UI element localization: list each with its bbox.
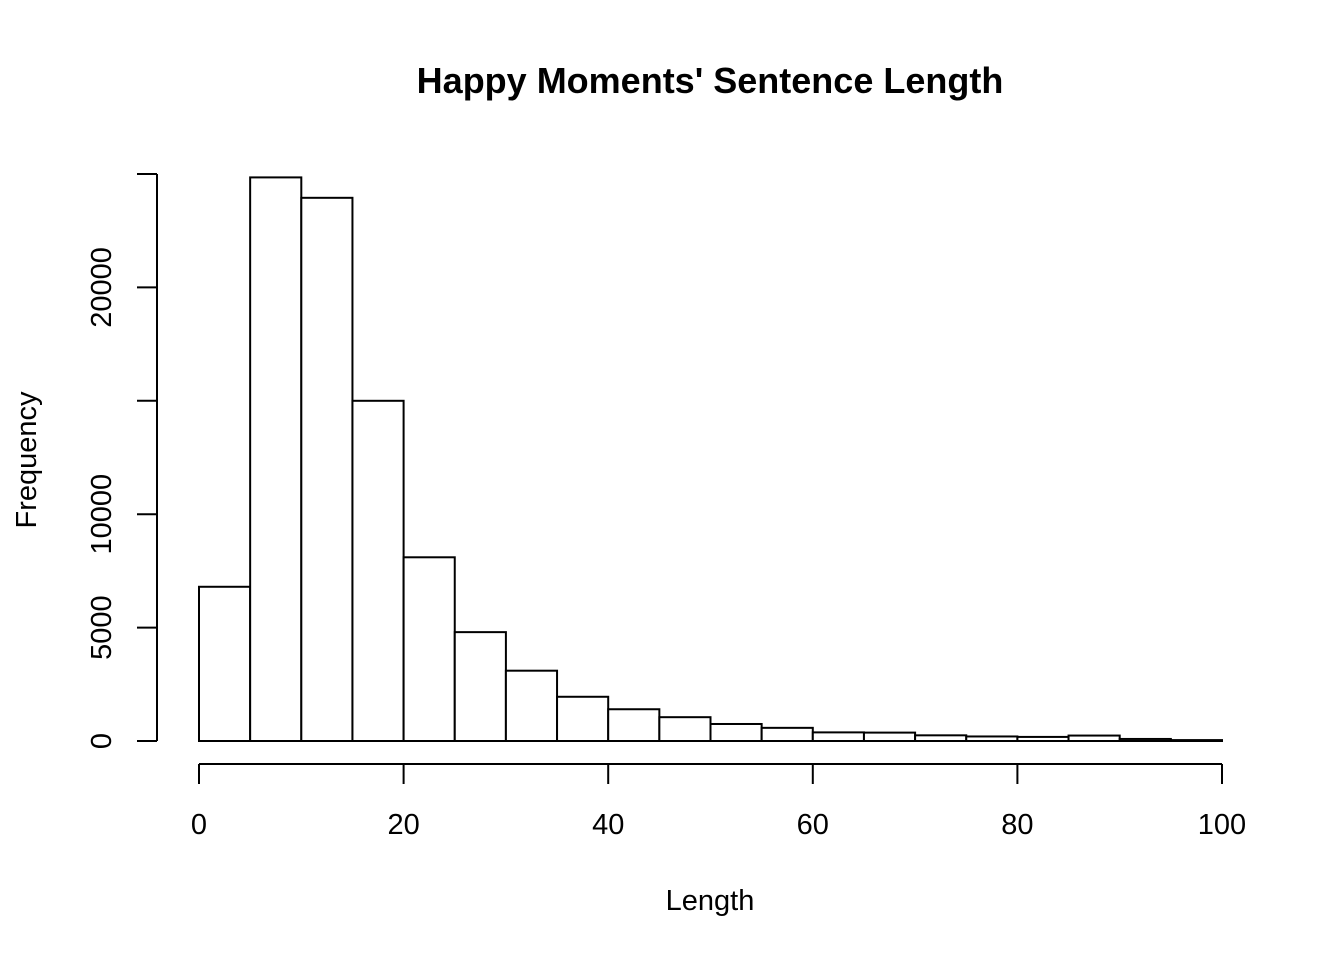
histogram-bar [556,695,610,742]
histogram-bar [402,556,456,742]
histogram-bar [300,196,354,742]
histogram-bar [914,734,968,743]
y-axis-label: Frequency [11,391,43,529]
y-tick-label: 0 [86,733,118,749]
histogram-bar [811,731,865,742]
x-tick-label: 0 [191,809,207,841]
histogram-bar [760,726,814,742]
y-tick-label: 5000 [86,595,118,660]
x-tick-label: 20 [387,809,419,841]
histogram-bar [965,735,1019,742]
x-axis: 0 20 40 60 80 100 [191,763,1246,841]
histogram-bar [351,399,405,742]
x-tick-label: 60 [797,809,829,841]
bars-group [198,176,1223,743]
histogram-bar [709,722,763,742]
histogram-bar [1067,734,1121,743]
histogram-bar [249,176,303,743]
histogram-bar [1169,739,1223,742]
histogram-bar [607,708,661,742]
chart-title: Happy Moments' Sentence Length [417,60,1004,101]
x-axis-label: Length [666,885,755,917]
x-tick-label: 80 [1001,809,1033,841]
histogram-bar [504,669,559,743]
histogram-bar [658,716,712,742]
histogram-bar [862,731,917,742]
x-tick-label: 100 [1198,809,1246,841]
histogram-bar [1118,737,1172,743]
histogram-bar [453,631,507,742]
y-tick-label: 10000 [86,474,118,555]
x-tick-label: 40 [592,809,624,841]
y-tick-label: 20000 [86,247,118,328]
y-axis: 0 5000 10000 20000 [86,173,158,749]
histogram-bar [1016,735,1070,743]
histogram-bar [198,585,252,742]
